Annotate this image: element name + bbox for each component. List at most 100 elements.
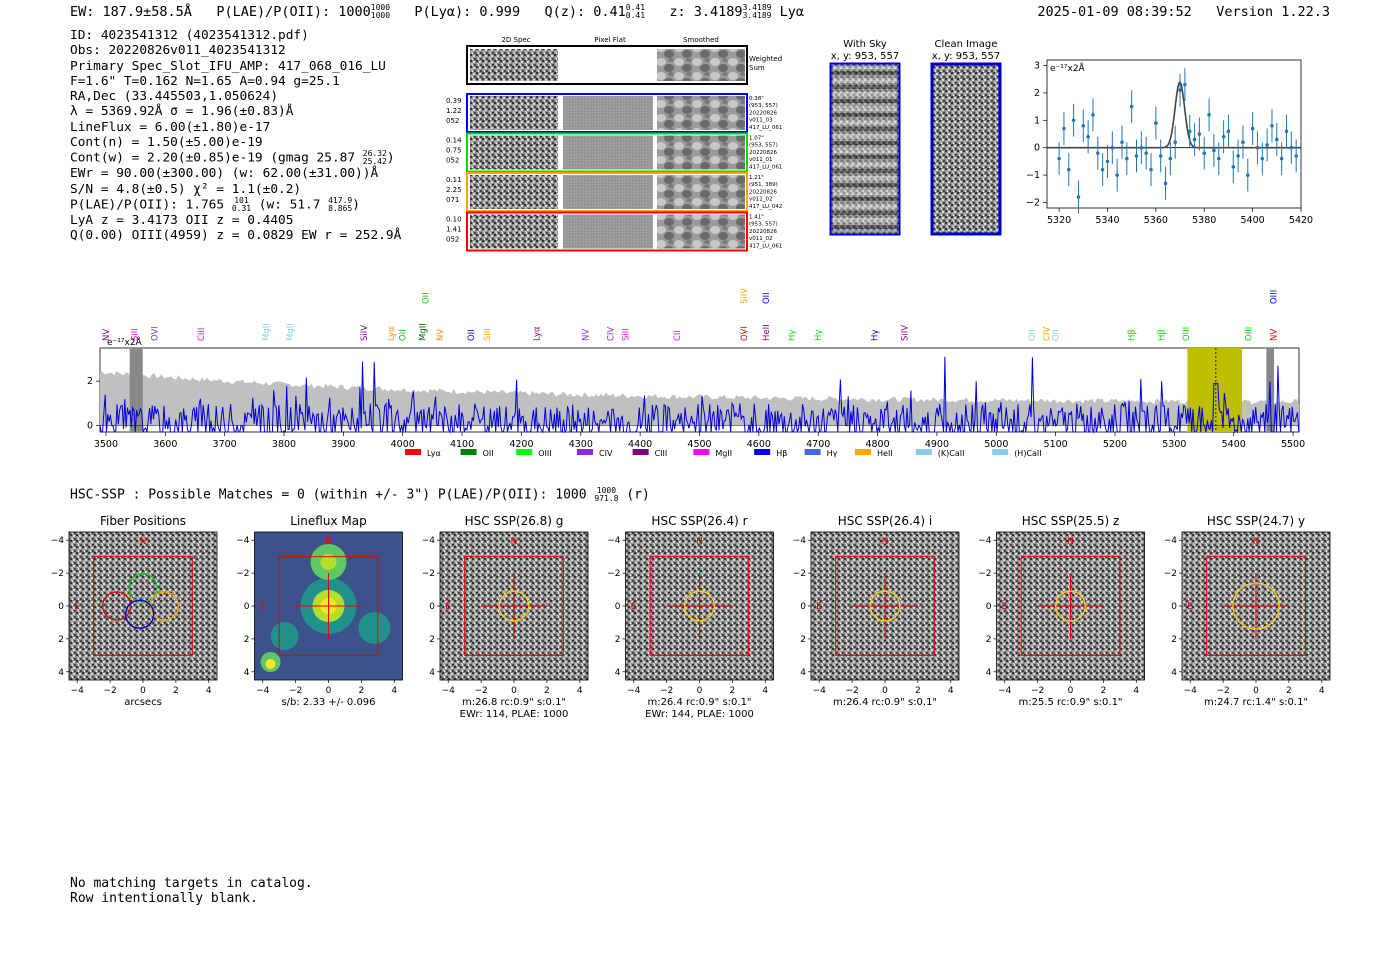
zoom-data-point [1187, 129, 1192, 134]
fiber-circle [102, 591, 132, 621]
zoom-data-point [1057, 156, 1061, 161]
zoom-data-point [1207, 113, 1211, 117]
cutout-right-label: (953, 557) [749, 143, 778, 149]
lineflux-blob [270, 622, 299, 650]
spectra-cutouts: 2D Spec Pixel Flat Smoothed Weighted Sum … [446, 36, 782, 252]
zoom-data-point [1134, 154, 1139, 158]
spectral-line-label: SiIV [740, 288, 750, 304]
hsc-x-tick-label: 4 [1319, 686, 1325, 696]
hsc-y-tick-label: −4 [236, 536, 250, 546]
hsc-y-tick-label: −4 [978, 536, 992, 546]
header-z-hi: 3.4189 [742, 3, 772, 12]
aperture-box [1020, 556, 1121, 656]
hsc-x-tick-label: 4 [762, 686, 768, 696]
sky-panels: With Sky x, y: 953, 557 Clean Image x, y… [829, 39, 1002, 236]
header-qz-hi: 0.41 [625, 3, 646, 12]
north-label: N [511, 537, 518, 547]
info-contw: Cont(w) = 2.20(±0.85)e-19 (gmag 25.87 26… [70, 150, 401, 166]
hsc-x-tick-label: 0 [882, 686, 888, 696]
hsc-y-tick-label: 2 [429, 635, 435, 645]
footer-line-2: Row intentionally blank. [70, 891, 258, 906]
hsc-y-tick-label: −2 [422, 569, 435, 579]
cutout-right-label: 1.41" [749, 215, 764, 221]
hsc-x-tick-label: 2 [359, 686, 365, 696]
cutout-right-label: 20220826 [749, 189, 777, 195]
full-x-tick-label: 5500 [1281, 439, 1305, 450]
source-aperture [498, 590, 530, 622]
full-x-tick-label: 3800 [272, 439, 296, 450]
zoom-data-point [1062, 126, 1066, 131]
cutout-left-label: 052 [446, 117, 459, 125]
hsc-panel-frame [996, 531, 1145, 681]
zoom-x-tick-label: 5400 [1241, 215, 1265, 226]
info-contw-hi: 26.32 [362, 149, 387, 159]
hsc-y-tick-label: −4 [422, 536, 436, 546]
hsc-y-tick-label: −4 [607, 536, 621, 546]
zoom-data-point [1270, 123, 1274, 128]
info-ewr: EWr = 90.00(±300.00) (w: 62.00(±31.00))Å [70, 166, 379, 182]
zoom-y-tick-label: 1 [1034, 115, 1040, 126]
aperture-box [835, 556, 935, 656]
hsc-caption: arcsecs [124, 697, 162, 708]
weighted-sum-label: Weighted Sum [749, 55, 782, 72]
zoom-y-tick-label: −1 [1026, 170, 1040, 181]
zoom-data-point [1129, 104, 1134, 109]
hsc-x-tick-label: −4 [627, 686, 641, 696]
hsc-x-tick-label: 4 [948, 686, 954, 696]
hsc-x-tick-label: −2 [289, 686, 302, 696]
spectral-line-label: SiII [483, 328, 493, 341]
hsc-x-tick-label: −2 [1216, 686, 1229, 696]
with-sky-coords: x, y: 953, 557 [831, 51, 900, 62]
spectral-line-label: Hβ [1128, 329, 1138, 341]
spectral-line-label: OII [421, 292, 431, 304]
zoom-data-point [1192, 137, 1197, 142]
zoom-data-point [1163, 181, 1168, 186]
spectral-line-label: Hγ [814, 330, 824, 341]
zoom-data-point [1076, 195, 1081, 199]
spectral-line-label: SiII [130, 328, 140, 341]
cutout-right-label: v011_02 [749, 236, 773, 242]
cutout-right-label: (951, 389) [749, 182, 778, 188]
hsc-y-tick-label: 4 [244, 668, 250, 678]
legend-swatch [693, 449, 710, 455]
zoom-y-tick-label: −2 [1026, 198, 1040, 209]
cutout-left-label: 0.14 [446, 137, 462, 145]
spectral-line-label: OII [1052, 329, 1062, 341]
cutout-pixel-flat [563, 135, 653, 170]
info-q: Q(0.00) OIII(4959) z = 0.0829 EW r = 252… [70, 228, 402, 244]
full-x-tick-label: 3500 [94, 439, 118, 450]
info-id: ID: 4023541312 (4023541312.pdf) [70, 28, 309, 43]
cutout-left-label: 071 [446, 196, 459, 204]
cutout-left-label: 052 [446, 236, 459, 244]
hsc-x-tick-label: 0 [511, 686, 517, 696]
zoom-data-point [1091, 113, 1095, 117]
header-z: z: 3.4189 [669, 4, 743, 20]
hsc-x-tick-label: 4 [206, 686, 212, 696]
full-x-tick-label: 4600 [747, 439, 771, 450]
zoom-data-point [1255, 145, 1260, 150]
hsc-title: HSC-SSP : Possible Matches = 0 (within +… [70, 487, 650, 503]
cutout-pixel-flat [563, 96, 653, 130]
hsc-y-tick-label: −2 [793, 569, 806, 579]
cutout-right-label: v011_01 [749, 157, 773, 163]
zoom-x-tick-label: 5320 [1047, 215, 1071, 226]
hsc-y-tick-label: 2 [1171, 635, 1177, 645]
version: Version 1.22.3 [1216, 4, 1330, 20]
hsc-y-tick-label: 0 [615, 602, 621, 612]
info-lineflux: LineFlux = 6.00(±1.80)e-17 [70, 119, 271, 135]
hsc-y-tick-label: 0 [58, 602, 64, 612]
cutout-right-label: 20220826 [749, 110, 777, 116]
header-bar: EW: 187.9±58.5Å P(LAE)/P(OII): 10001000 1… [70, 3, 804, 21]
zoom-data-point [1216, 156, 1221, 161]
hsc-y-tick-label: −4 [1164, 536, 1178, 546]
hsc-caption-2: EWr: 144, PLAE: 1000 [645, 709, 754, 720]
hsc-caption: m:26.4 rc:0.9" s:0.1" [833, 697, 937, 708]
cutout-pixel-flat [563, 214, 653, 249]
full-x-tick-label: 4300 [569, 439, 593, 450]
hsc-panel-frame [1181, 531, 1331, 681]
hsc-x-tick-label: 0 [1068, 686, 1074, 696]
legend-swatch [516, 449, 533, 455]
hsc-y-tick-label: −2 [978, 569, 991, 579]
zoom-data-point [1081, 123, 1086, 128]
hsc-x-tick-label: −4 [813, 686, 827, 696]
